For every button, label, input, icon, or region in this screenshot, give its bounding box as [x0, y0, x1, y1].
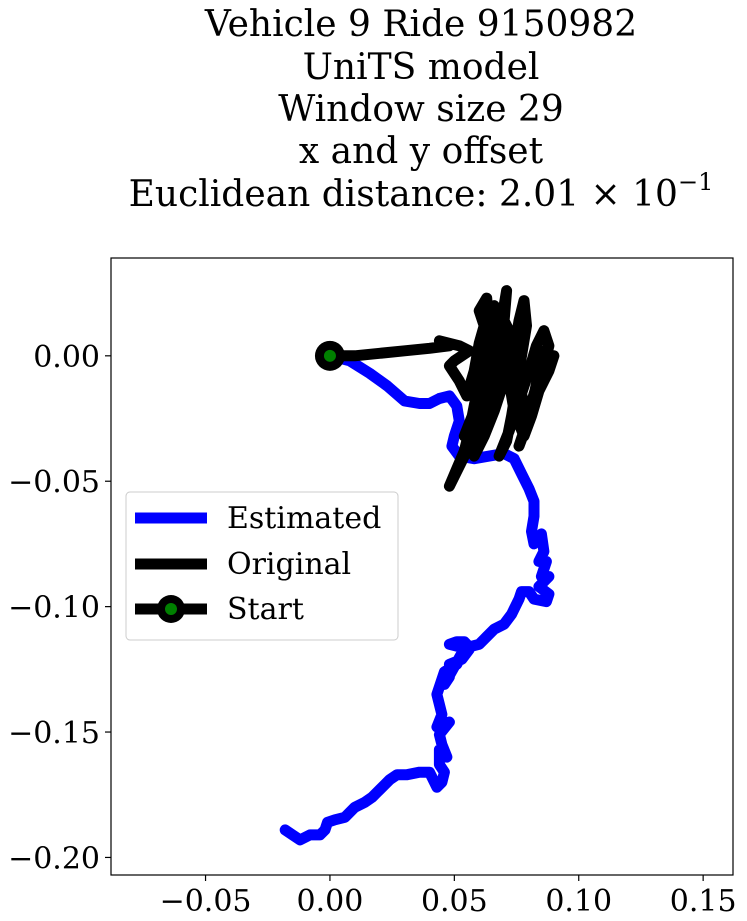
title-line-3: Window size 29 [278, 89, 564, 130]
legend-label-estimated: Estimated [227, 501, 381, 536]
legend: Estimated Original Start [125, 491, 399, 641]
subtitle: Euclidean distance: 2.01 × 10−1 [129, 168, 714, 215]
legend-item-start: Start [135, 592, 304, 627]
y-tick-label: −0.10 [8, 591, 100, 626]
y-tick-label: 0.00 [33, 340, 100, 375]
legend-box [125, 491, 399, 641]
subtitle-value: 2.01 × 10 [499, 174, 678, 215]
start-marker-layer [314, 340, 345, 371]
plot-frame [110, 257, 734, 876]
title-line-1: Vehicle 9 Ride 9150982 [204, 4, 637, 45]
legend-label-start: Start [227, 592, 304, 627]
y-tick-label: −0.05 [8, 465, 100, 500]
x-tick-label: −0.05 [160, 884, 252, 919]
x-tick-label: 0.15 [670, 884, 737, 919]
start-marker-face [323, 349, 336, 362]
legend-item-estimated: Estimated [135, 501, 381, 536]
legend-item-original: Original [135, 547, 351, 582]
legend-start-marker-inner [165, 603, 177, 615]
series-layer [279, 285, 560, 846]
x-tick-label: 0.05 [421, 884, 488, 919]
y-tick-label: −0.20 [8, 841, 100, 876]
subtitle-exponent: −1 [678, 168, 713, 196]
title-line-2: UniTS model [303, 47, 540, 88]
x-tick-label: 0.10 [545, 884, 612, 919]
legend-label-original: Original [227, 547, 351, 582]
x-axis: −0.05 0.00 0.05 0.10 0.15 [160, 875, 737, 919]
y-axis: 0.00 −0.05 −0.10 −0.15 −0.20 [8, 340, 111, 876]
chart-title: Vehicle 9 Ride 9150982 UniTS model Windo… [129, 4, 714, 215]
x-tick-label: 0.00 [297, 884, 364, 919]
series-line-original [324, 285, 560, 492]
title-line-4: x and y offset [299, 131, 544, 172]
y-tick-label: −0.15 [8, 716, 100, 751]
subtitle-prefix: Euclidean distance: [129, 174, 499, 215]
